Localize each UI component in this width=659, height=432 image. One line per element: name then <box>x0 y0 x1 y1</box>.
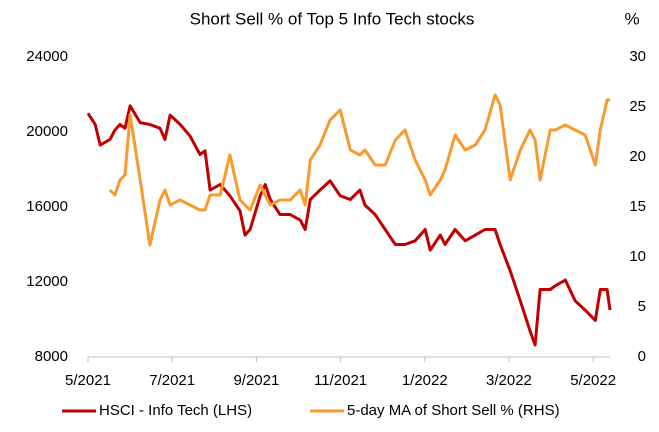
y2-tick-label: 25 <box>629 98 646 115</box>
legend-label: HSCI - Info Tech (LHS) <box>99 402 252 419</box>
y2-tick-label: 10 <box>629 248 646 265</box>
x-tick-label: 3/2022 <box>486 372 532 389</box>
y2-tick-label: 30 <box>629 48 646 65</box>
x-tick-label: 7/2021 <box>149 372 195 389</box>
y-tick-label: 20000 <box>26 123 68 140</box>
y-tick-label: 8000 <box>35 348 68 365</box>
x-tick-label: 5/2022 <box>570 372 616 389</box>
y2-tick-label: 5 <box>638 298 646 315</box>
y2-tick-label: 0 <box>638 348 646 365</box>
y2-tick-label: 20 <box>629 148 646 165</box>
y-tick-label: 24000 <box>26 48 68 65</box>
y2-axis-label: % <box>624 9 639 28</box>
legend-label: 5-day MA of Short Sell % (RHS) <box>347 402 560 419</box>
x-tick-label: 9/2021 <box>233 372 279 389</box>
series-line <box>86 104 612 347</box>
series-line <box>108 93 610 247</box>
x-tick-label: 11/2021 <box>314 372 367 389</box>
y-tick-label: 16000 <box>26 198 68 215</box>
x-tick-label: 5/2021 <box>65 372 111 389</box>
chart-title: Short Sell % of Top 5 Info Tech stocks <box>190 9 475 28</box>
y2-tick-label: 15 <box>629 198 646 215</box>
y-tick-label: 12000 <box>26 273 68 290</box>
x-tick-label: 1/2022 <box>402 372 448 389</box>
